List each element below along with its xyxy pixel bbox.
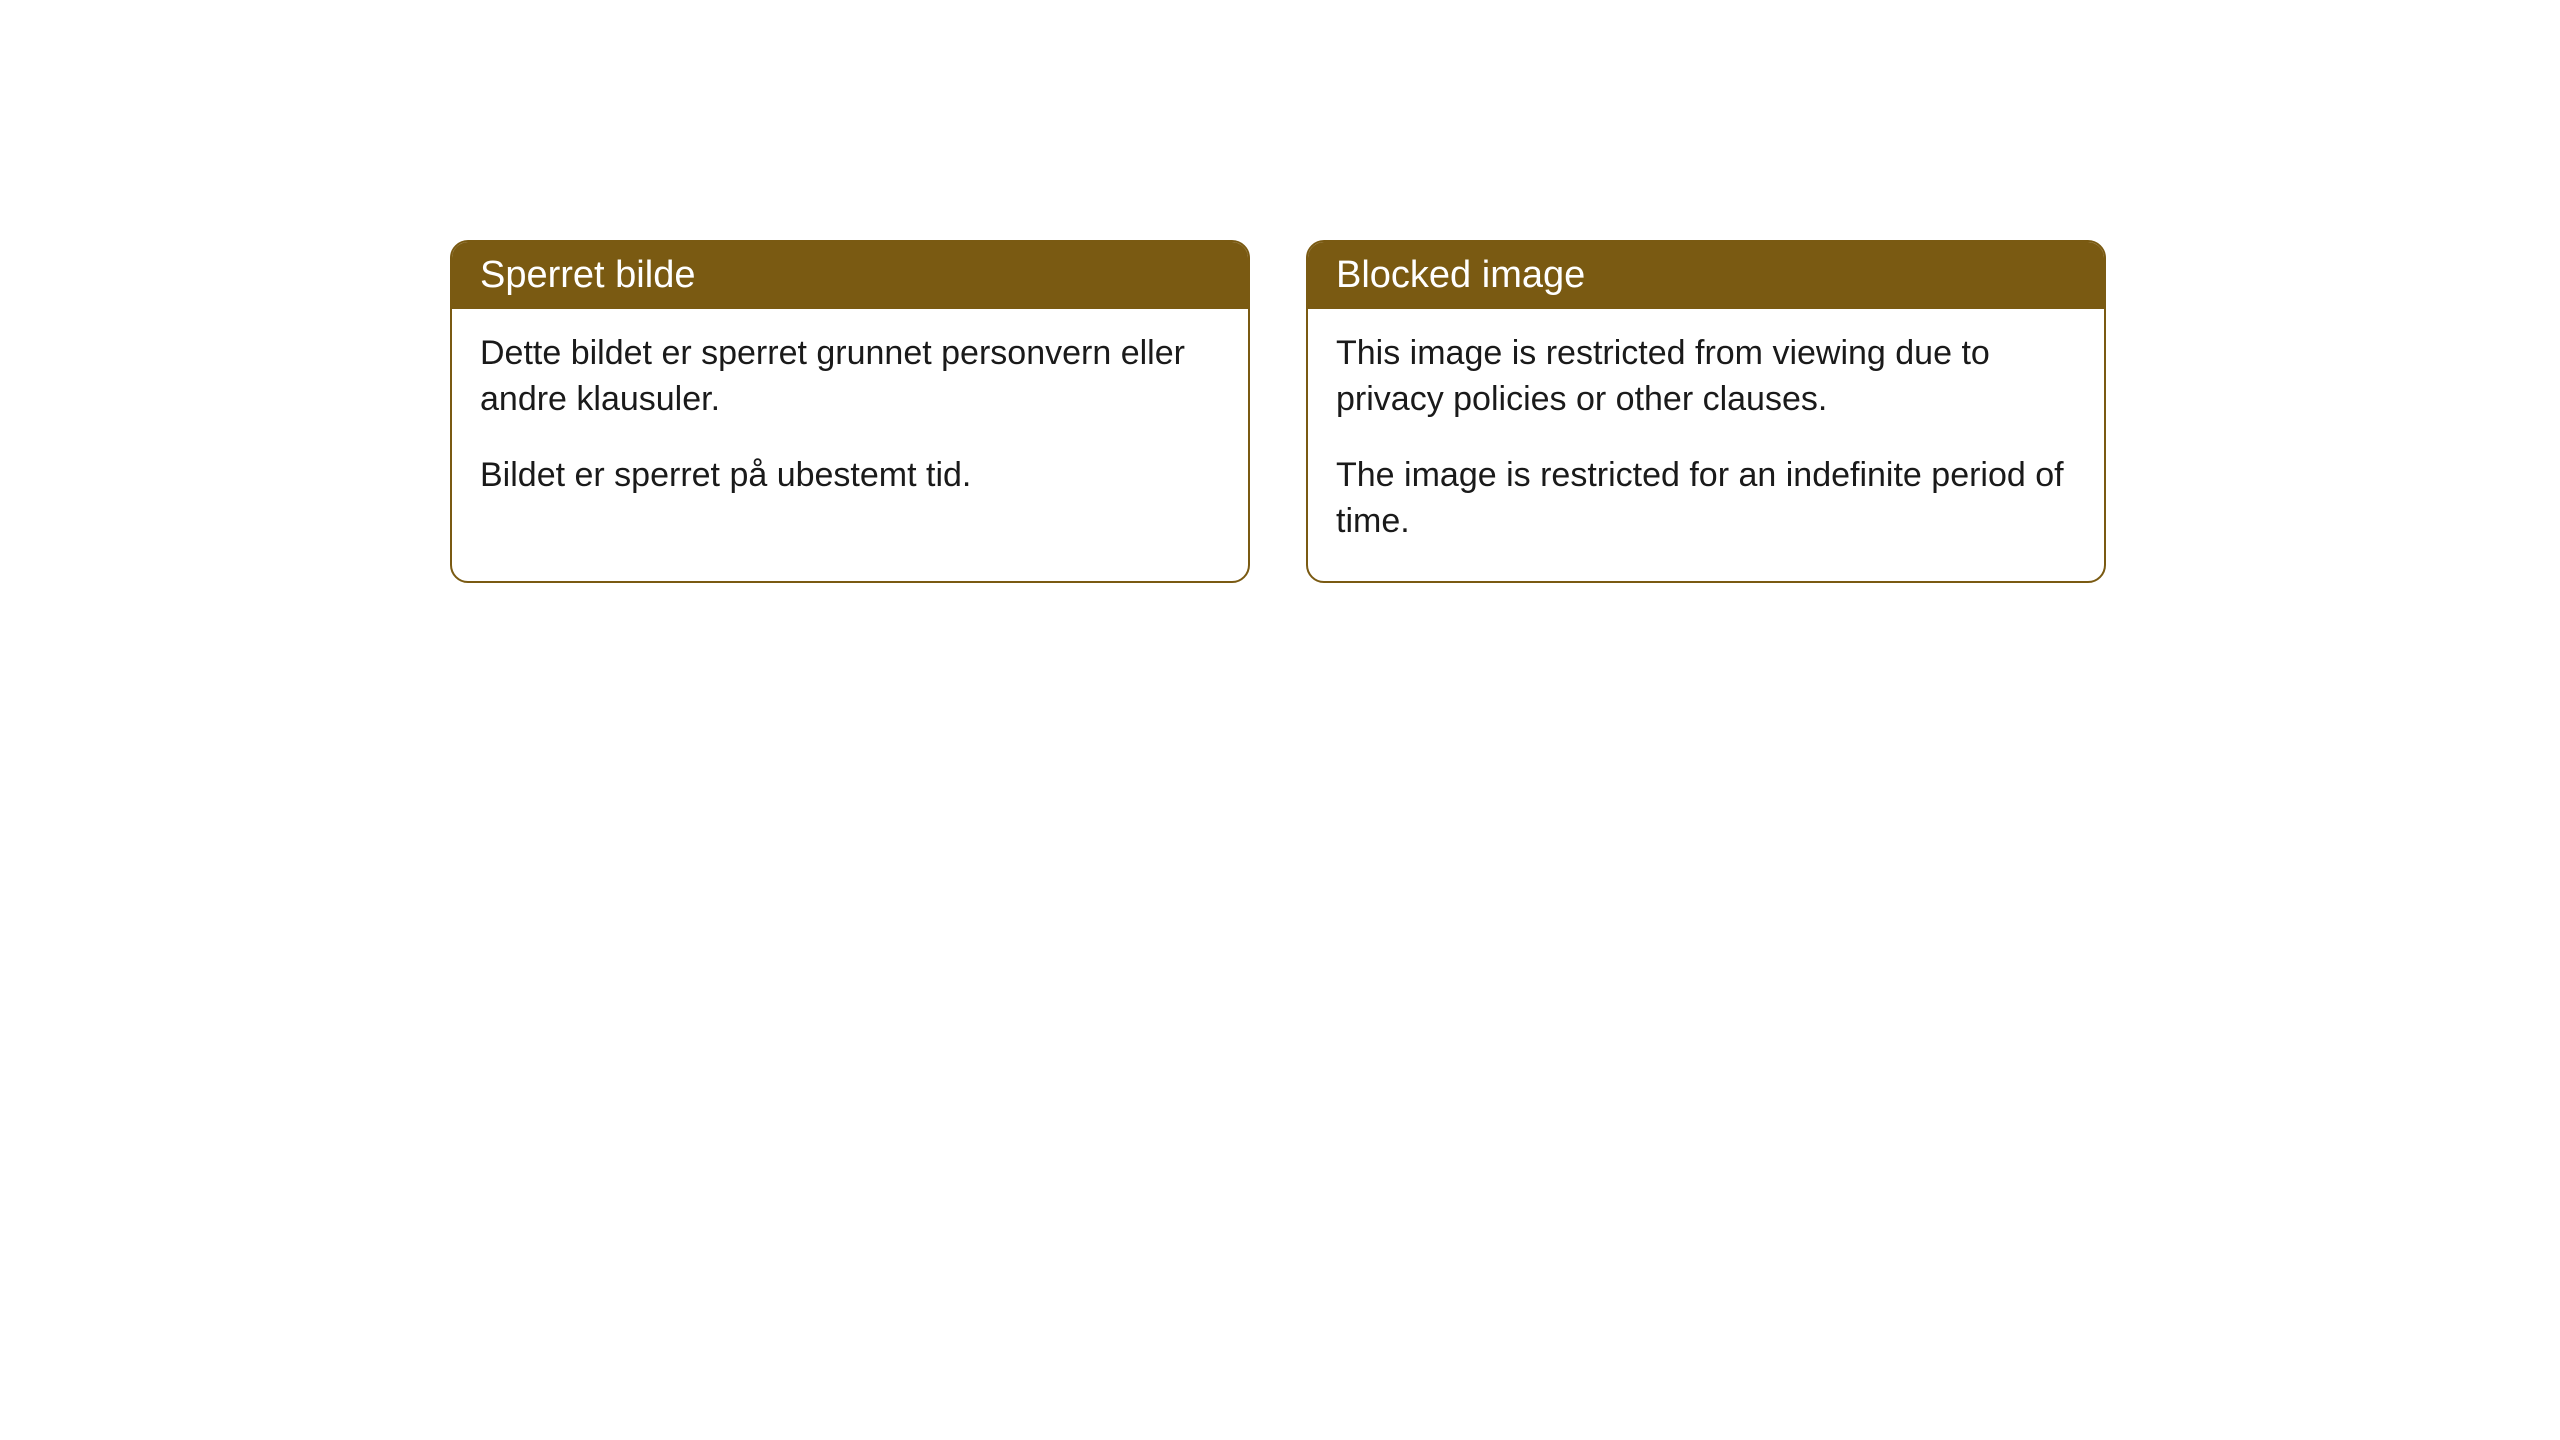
notice-cards-container: Sperret bilde Dette bildet er sperret gr… xyxy=(0,0,2560,583)
notice-card-title-en: Blocked image xyxy=(1336,254,1585,296)
notice-card-body-en: This image is restricted from viewing du… xyxy=(1308,309,2104,581)
notice-card-paragraph1-en: This image is restricted from viewing du… xyxy=(1336,331,2076,423)
notice-card-no: Sperret bilde Dette bildet er sperret gr… xyxy=(450,240,1250,583)
notice-card-en: Blocked image This image is restricted f… xyxy=(1306,240,2106,583)
notice-card-title-no: Sperret bilde xyxy=(480,254,695,296)
notice-card-paragraph2-no: Bildet er sperret på ubestemt tid. xyxy=(480,453,1220,499)
notice-card-header-no: Sperret bilde xyxy=(452,242,1248,309)
notice-card-paragraph2-en: The image is restricted for an indefinit… xyxy=(1336,453,2076,545)
notice-card-body-no: Dette bildet er sperret grunnet personve… xyxy=(452,309,1248,535)
notice-card-paragraph1-no: Dette bildet er sperret grunnet personve… xyxy=(480,331,1220,423)
notice-card-header-en: Blocked image xyxy=(1308,242,2104,309)
